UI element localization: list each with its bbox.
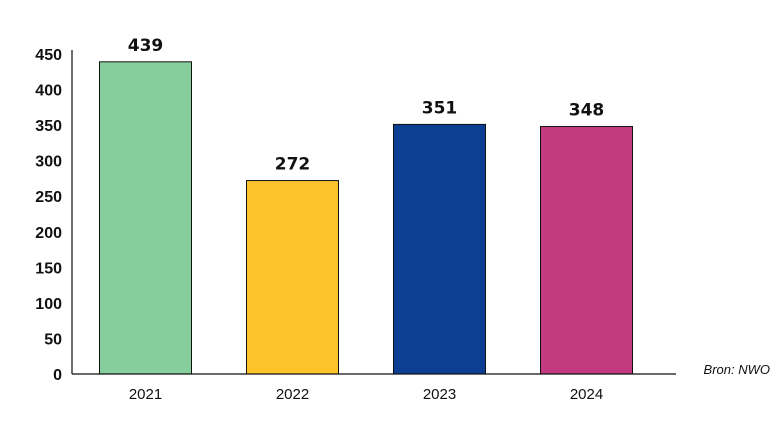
y-tick-label: 200	[35, 225, 62, 242]
source-note: Bron: NWO	[704, 362, 770, 377]
x-tick-label: 2021	[129, 386, 162, 403]
y-tick-label: 150	[35, 260, 62, 277]
y-tick-label: 300	[35, 154, 62, 171]
y-tick-label: 350	[35, 118, 62, 135]
x-tick-label: 2023	[423, 386, 456, 403]
data-label-2023: 351	[422, 98, 458, 118]
data-label-2024: 348	[569, 101, 605, 121]
y-axis: 0 50 100 150 200 250 300 350 400 450	[35, 47, 73, 384]
bar-2022	[246, 180, 339, 375]
data-label-2022: 272	[275, 155, 311, 175]
y-tick-label: 0	[53, 367, 62, 384]
y-tick-label: 250	[35, 189, 62, 206]
y-tick-label: 400	[35, 83, 62, 100]
bar-2024	[540, 126, 633, 375]
data-label-2021: 439	[128, 36, 164, 56]
y-tick-label: 100	[35, 296, 62, 313]
bar-2023	[393, 123, 486, 375]
x-axis: 2021 2022 2023 2024	[72, 373, 676, 403]
x-tick-label: 2024	[570, 386, 603, 403]
data-labels: 439 272 351 348	[128, 36, 605, 175]
bar-2021	[99, 61, 192, 375]
y-tick-label: 450	[35, 47, 62, 64]
x-tick-label: 2022	[276, 386, 309, 403]
bars	[99, 61, 633, 375]
y-tick-label: 50	[44, 331, 62, 348]
